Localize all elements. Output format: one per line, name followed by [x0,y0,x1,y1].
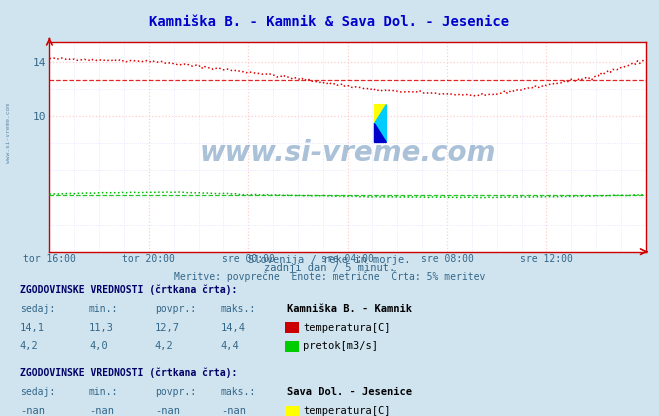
Text: 12,7: 12,7 [155,323,180,333]
Text: maks.:: maks.: [221,304,256,314]
Text: 14,4: 14,4 [221,323,246,333]
Polygon shape [374,105,386,124]
Text: www.si-vreme.com: www.si-vreme.com [6,103,11,163]
Text: Sava Dol. - Jesenice: Sava Dol. - Jesenice [287,387,412,397]
Text: min.:: min.: [89,304,119,314]
Text: povpr.:: povpr.: [155,304,196,314]
Text: povpr.:: povpr.: [155,387,196,397]
Text: ZGODOVINSKE VREDNOSTI (črtkana črta):: ZGODOVINSKE VREDNOSTI (črtkana črta): [20,285,237,295]
Text: 4,2: 4,2 [155,342,173,352]
Text: maks.:: maks.: [221,387,256,397]
Text: 14,1: 14,1 [20,323,45,333]
Text: zadnji dan / 5 minut.: zadnji dan / 5 minut. [264,263,395,273]
Text: Meritve: povprečne  Enote: metrične  Črta: 5% meritev: Meritve: povprečne Enote: metrične Črta:… [174,270,485,282]
Text: 11,3: 11,3 [89,323,114,333]
Text: 4,2: 4,2 [20,342,38,352]
Polygon shape [374,124,386,142]
Text: Slovenija / reke in morje.: Slovenija / reke in morje. [248,255,411,265]
Text: -nan: -nan [221,406,246,416]
Text: 4,4: 4,4 [221,342,239,352]
Text: 4,0: 4,0 [89,342,107,352]
Text: ZGODOVINSKE VREDNOSTI (črtkana črta):: ZGODOVINSKE VREDNOSTI (črtkana črta): [20,368,237,379]
Text: Kamniška B. - Kamnik: Kamniška B. - Kamnik [287,304,412,314]
Text: min.:: min.: [89,387,119,397]
Text: temperatura[C]: temperatura[C] [303,406,391,416]
Text: temperatura[C]: temperatura[C] [303,323,391,333]
Text: sedaj:: sedaj: [20,304,55,314]
Text: Kamniška B. - Kamnik & Sava Dol. - Jesenice: Kamniška B. - Kamnik & Sava Dol. - Jesen… [150,15,509,29]
Text: pretok[m3/s]: pretok[m3/s] [303,342,378,352]
Text: -nan: -nan [20,406,45,416]
Polygon shape [374,105,386,142]
Text: -nan: -nan [155,406,180,416]
Text: sedaj:: sedaj: [20,387,55,397]
Text: -nan: -nan [89,406,114,416]
Text: www.si-vreme.com: www.si-vreme.com [200,139,496,167]
